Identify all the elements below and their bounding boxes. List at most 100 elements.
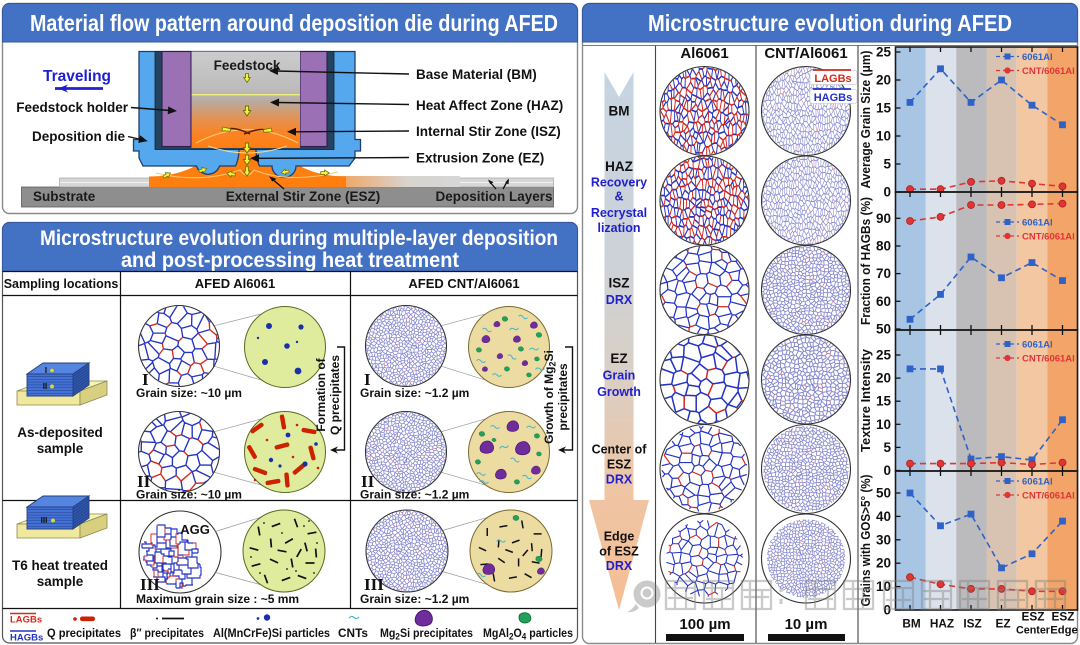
svg-text:30: 30	[876, 532, 891, 547]
svg-text:II: II	[361, 472, 375, 491]
svg-text:Maximum grain size : ~5 mm: Maximum grain size : ~5 mm	[136, 592, 299, 606]
svg-text:Mg2Si precipitates: Mg2Si precipitates	[380, 626, 473, 642]
svg-text:DRX: DRX	[606, 473, 633, 487]
svg-text:50: 50	[876, 322, 891, 337]
svg-text:CNTs: CNTs	[338, 626, 368, 640]
svg-text:III: III	[364, 575, 384, 594]
svg-text:5: 5	[883, 440, 891, 455]
svg-text:ESZ: ESZ	[607, 458, 632, 472]
svg-text:Average Grain Size (μm): Average Grain Size (μm)	[858, 51, 873, 189]
svg-text:Grain size: ~1.2 µm: Grain size: ~1.2 µm	[360, 386, 469, 400]
svg-text:II: II	[137, 472, 151, 491]
svg-text:Growth: Growth	[597, 385, 641, 399]
svg-text:15: 15	[876, 101, 892, 116]
svg-text:I: I	[364, 370, 371, 389]
svg-text:BM: BM	[609, 104, 630, 119]
svg-text:Grain: Grain	[603, 369, 636, 383]
svg-text:6061Al: 6061Al	[1022, 218, 1053, 229]
svg-text:5: 5	[883, 157, 891, 172]
svg-text:Sampling locations: Sampling locations	[4, 277, 119, 291]
svg-text:Growth of Mg2Si: Growth of Mg2Si	[542, 350, 558, 444]
svg-text:I: I	[45, 366, 47, 375]
svg-text:Edge: Edge	[604, 530, 635, 544]
svg-text:20: 20	[876, 73, 891, 88]
svg-text:Grain size: ~10 µm: Grain size: ~10 µm	[136, 488, 242, 502]
svg-text:80: 80	[876, 239, 891, 254]
svg-text:Heat Affect Zone (HAZ): Heat Affect Zone (HAZ)	[416, 98, 563, 113]
svg-text:Recovery: Recovery	[591, 175, 647, 189]
svg-text:I: I	[142, 370, 149, 389]
svg-text:Center: Center	[1016, 625, 1051, 637]
svg-text:25: 25	[876, 45, 892, 60]
svg-text:60: 60	[876, 294, 891, 309]
svg-text:0: 0	[883, 603, 891, 618]
svg-text:BM: BM	[902, 617, 921, 631]
svg-text:&: &	[614, 190, 623, 204]
svg-text:Internal Stir Zone (ISZ): Internal Stir Zone (ISZ)	[416, 124, 561, 139]
svg-text:ISZ: ISZ	[963, 617, 981, 631]
svg-text:HAGBs: HAGBs	[10, 633, 43, 644]
svg-text:III: III	[41, 516, 48, 525]
svg-text:ISZ: ISZ	[608, 276, 629, 291]
svg-text:CNT/6061Al: CNT/6061Al	[1022, 66, 1075, 77]
svg-text:AFED Al6061: AFED Al6061	[195, 276, 275, 291]
svg-text:MgAl2O4 particles: MgAl2O4 particles	[483, 626, 573, 642]
svg-text:EZ: EZ	[610, 351, 627, 366]
svg-text:10: 10	[876, 129, 891, 144]
svg-text:sample: sample	[37, 574, 84, 589]
svg-text:Grain size: ~10 µm: Grain size: ~10 µm	[136, 386, 242, 400]
svg-text:Traveling: Traveling	[43, 68, 111, 85]
svg-text:Grain size: ~1.2 µm: Grain size: ~1.2 µm	[360, 592, 469, 606]
svg-text:External Stir Zone (ESZ): External Stir Zone (ESZ)	[226, 189, 381, 204]
svg-text:LAGBs: LAGBs	[10, 615, 42, 626]
svg-text:Grains with GOS>5° (%): Grains with GOS>5° (%)	[858, 475, 873, 607]
svg-text:and post-processing heat treat: and post-processing heat treatment	[121, 249, 459, 272]
svg-text:II: II	[43, 382, 47, 391]
svg-text:sample: sample	[37, 441, 84, 456]
svg-text:EZ: EZ	[995, 617, 1010, 631]
svg-text:ESZ: ESZ	[1022, 610, 1045, 624]
svg-text:10: 10	[876, 417, 891, 432]
svg-text:As-deposited: As-deposited	[17, 425, 103, 440]
svg-text:AGG: AGG	[180, 522, 210, 537]
svg-text:Feedstock holder: Feedstock holder	[16, 100, 129, 115]
svg-text:Formation of: Formation of	[314, 357, 328, 431]
svg-text:β″ precipitates: β″ precipitates	[130, 626, 204, 640]
svg-text:10: 10	[876, 579, 891, 594]
svg-text:40: 40	[876, 509, 891, 524]
svg-text:Edge: Edge	[1050, 625, 1078, 637]
svg-text:precipitates: precipitates	[556, 363, 570, 431]
svg-text:AFED CNT/Al6061: AFED CNT/Al6061	[408, 276, 519, 291]
svg-text:70: 70	[876, 266, 891, 281]
svg-text:CNT/6061Al: CNT/6061Al	[1022, 354, 1075, 365]
svg-text:Extrusion Zone (EZ): Extrusion Zone (EZ)	[416, 151, 544, 166]
svg-text:DRX: DRX	[606, 293, 633, 307]
svg-text:Texture Intensity: Texture Intensity	[858, 348, 873, 452]
svg-text:Grain size: ~1.2 µm: Grain size: ~1.2 µm	[360, 488, 469, 502]
svg-text:Microstructure evolution durin: Microstructure evolution during AFED	[648, 10, 1012, 36]
svg-text:Al6061: Al6061	[680, 45, 728, 62]
svg-text:CNT/6061Al: CNT/6061Al	[1022, 491, 1075, 502]
svg-text:15: 15	[876, 394, 892, 409]
svg-text:50: 50	[876, 486, 891, 501]
svg-text:Deposition die: Deposition die	[32, 129, 125, 144]
svg-text:Deposition Layers: Deposition Layers	[435, 189, 552, 204]
svg-text:CNT/6061Al: CNT/6061Al	[1022, 232, 1075, 243]
svg-text:25: 25	[876, 348, 892, 363]
svg-text:20: 20	[876, 556, 891, 571]
svg-text:0: 0	[883, 185, 891, 200]
svg-text:Q precipitates: Q precipitates	[328, 355, 342, 435]
svg-text:ESZ: ESZ	[1052, 610, 1075, 624]
svg-text:Material flow pattern around d: Material flow pattern around deposition …	[30, 10, 558, 36]
svg-text:HAZ: HAZ	[930, 617, 954, 631]
svg-text:Q precipitates: Q precipitates	[47, 626, 121, 640]
svg-text:Center of: Center of	[592, 443, 648, 457]
svg-text:of ESZ: of ESZ	[599, 544, 639, 558]
svg-text:lization: lization	[597, 221, 640, 235]
svg-text:6061Al: 6061Al	[1022, 477, 1053, 488]
svg-text:0: 0	[883, 463, 891, 478]
svg-text:Substrate: Substrate	[33, 189, 96, 204]
svg-text:Feedstock: Feedstock	[214, 58, 281, 73]
svg-text:T6 heat treated: T6 heat treated	[12, 558, 108, 573]
svg-text:100 µm: 100 µm	[679, 616, 730, 633]
